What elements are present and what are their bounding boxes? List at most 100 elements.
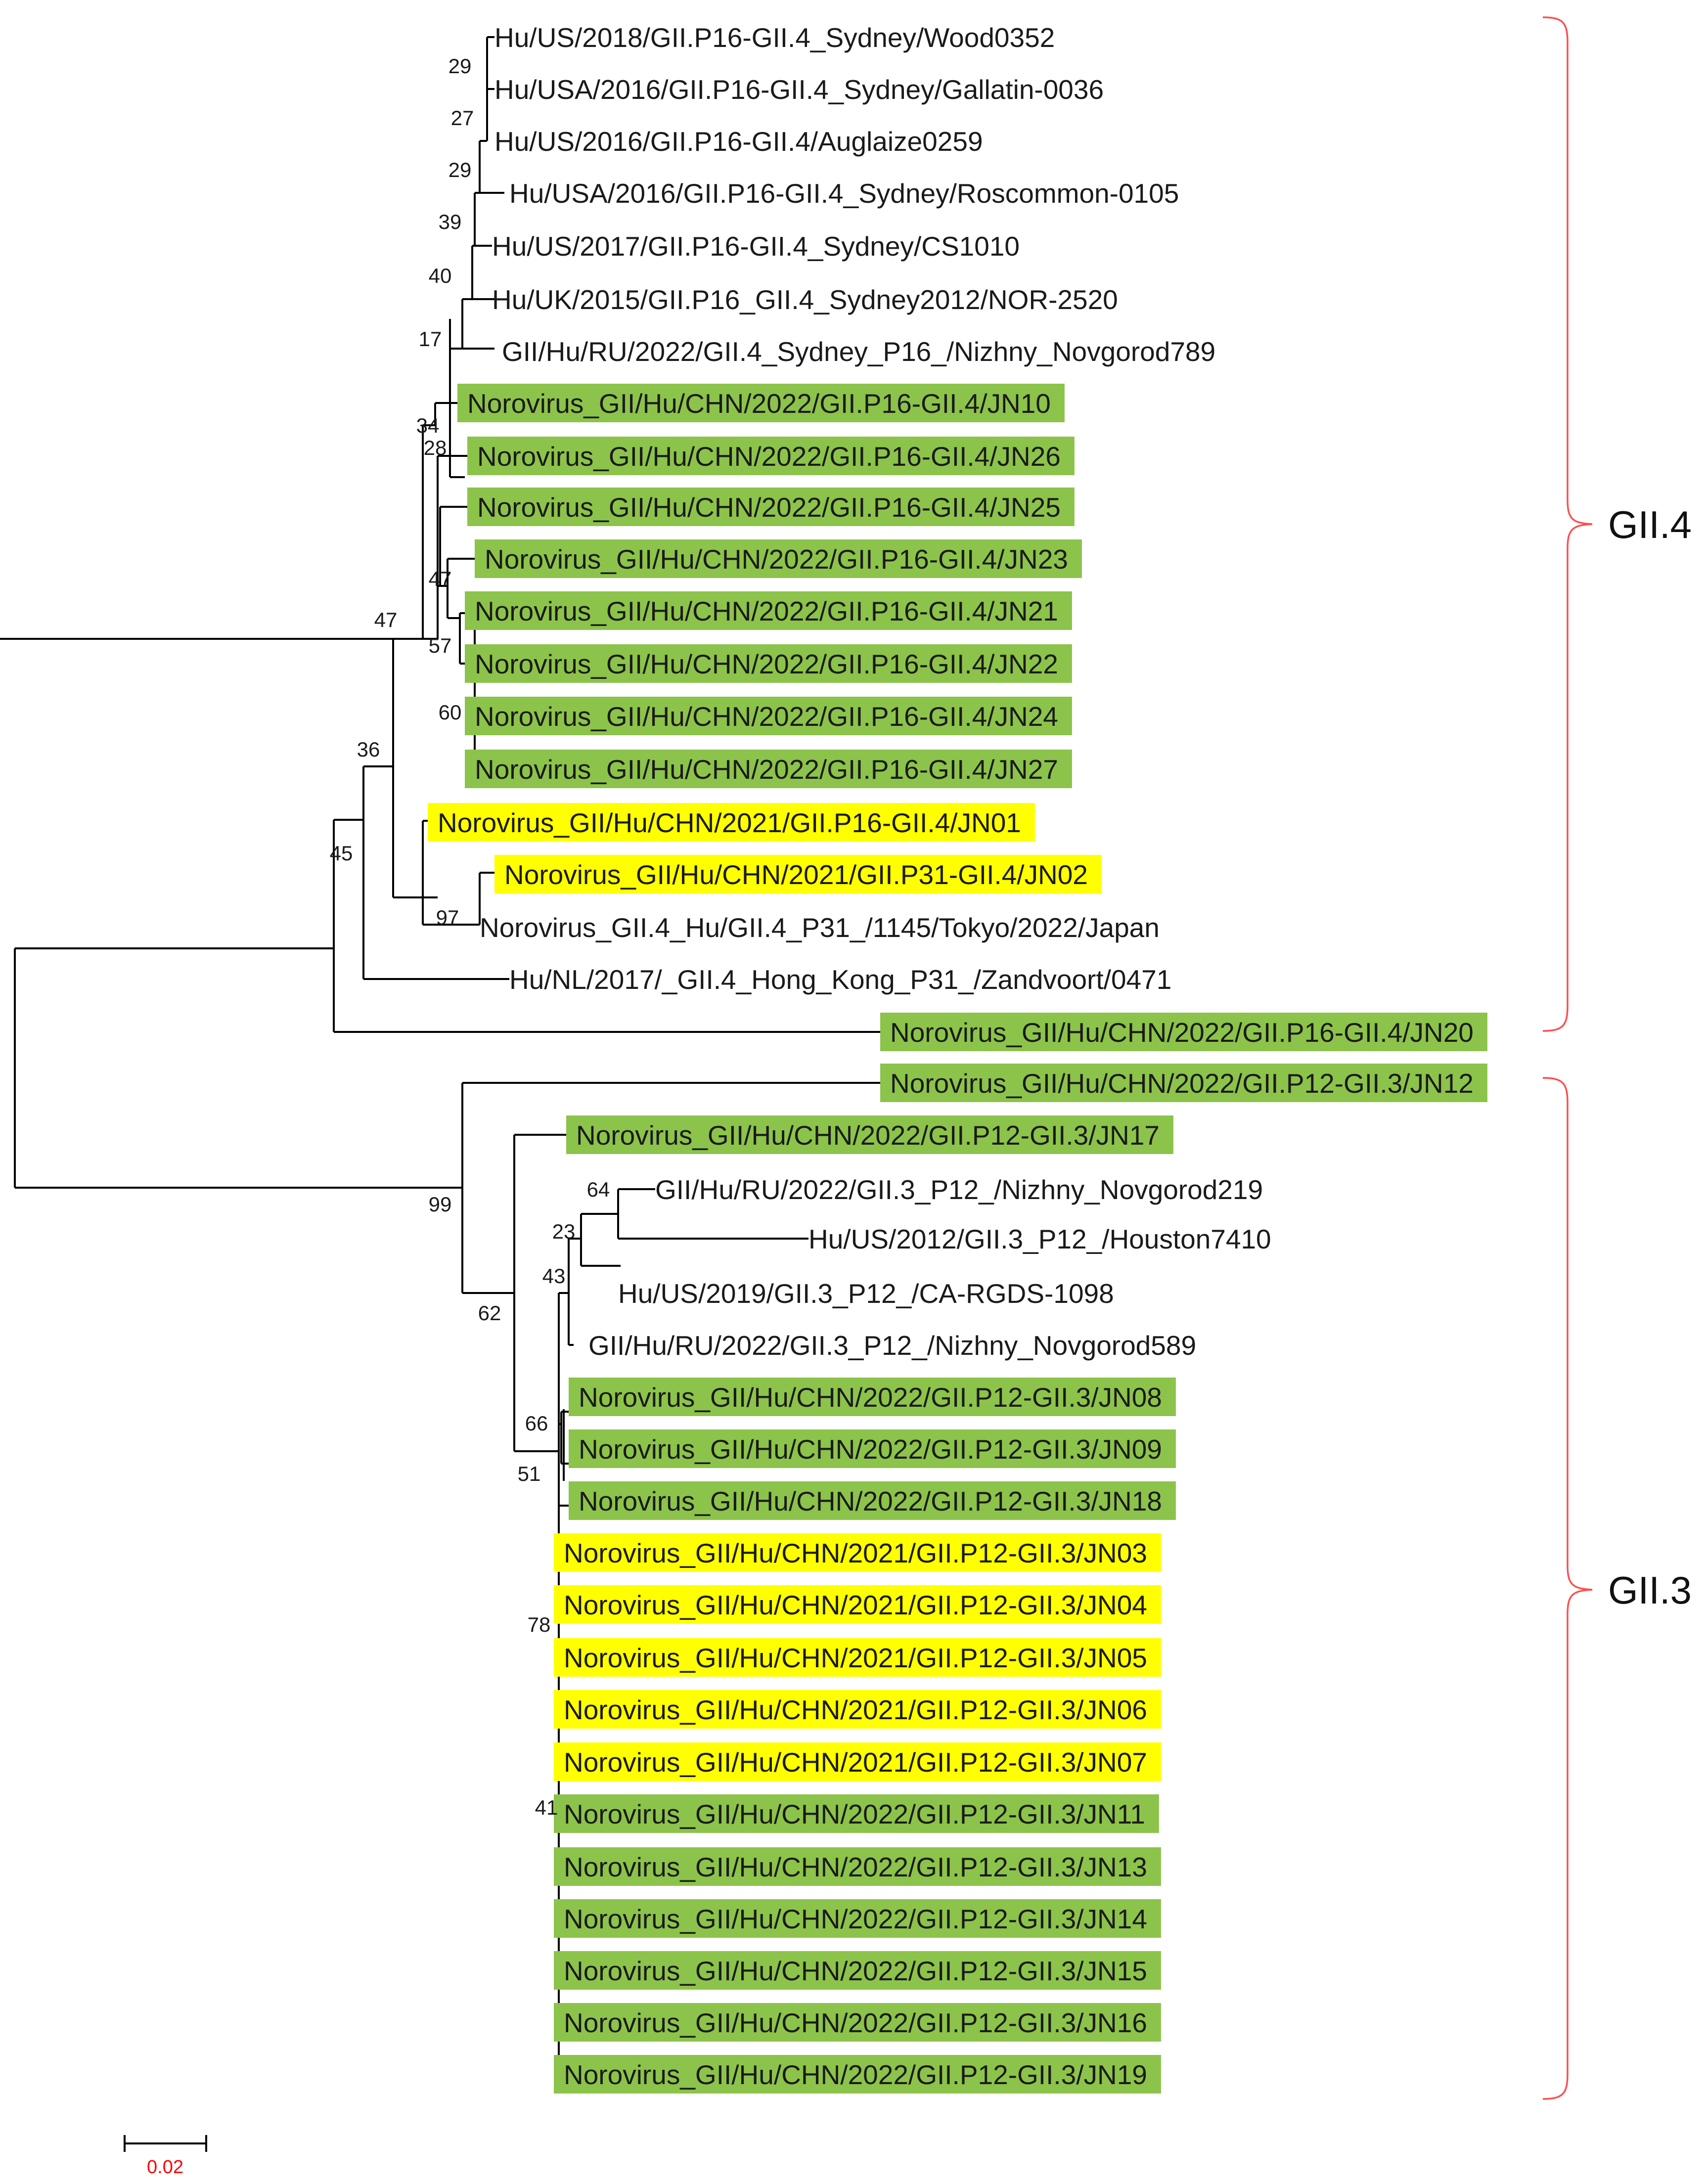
scale-bar-line	[124, 2135, 207, 2152]
leaf-label: Hu/UK/2015/GII.P16_GII.4_Sydney2012/NOR-…	[492, 284, 1118, 315]
bootstrap-value: 62	[478, 1301, 501, 1325]
leaf-label: Norovirus_GII/Hu/CHN/2021/GII.P12-GII.3/…	[564, 1747, 1147, 1778]
leaf-label: Norovirus_GII/Hu/CHN/2022/GII.P16-GII.4/…	[477, 492, 1061, 523]
leaf-label: GII/Hu/RU/2022/GII.3_P12_/Nizhny_Novgoro…	[655, 1174, 1263, 1205]
leaf-highlight-yellow	[494, 855, 1102, 893]
leaf-label: Norovirus_GII/Hu/CHN/2022/GII.P12-GII.3/…	[890, 1068, 1474, 1099]
leaf-highlight-yellow	[554, 1638, 1161, 1677]
bootstrap-value: 60	[439, 701, 462, 724]
leaf-label: Norovirus_GII/Hu/CHN/2022/GII.P12-GII.3/…	[576, 1120, 1160, 1151]
leaf-highlight-yellow	[428, 803, 1035, 842]
clade-label-gii4: GII.4	[1608, 503, 1692, 546]
leaf-label: Hu/USA/2016/GII.P16-GII.4_Sydney/Roscomm…	[509, 178, 1179, 209]
leaf-label: Norovirus_GII/Hu/CHN/2022/GII.P12-GII.3/…	[579, 1434, 1162, 1465]
leaf-label: GII/Hu/RU/2022/GII.4_Sydney_P16_/Nizhny_…	[502, 336, 1215, 367]
leaf-highlight-green	[554, 2055, 1161, 2094]
bootstrap-value: 78	[528, 1613, 551, 1636]
bootstrap-value: 27	[451, 106, 474, 130]
leaf-highlight-green	[566, 1115, 1173, 1154]
leaf-label: Norovirus_GII/Hu/CHN/2021/GII.P12-GII.3/…	[564, 1590, 1147, 1620]
leaf-label: Norovirus_GII/Hu/CHN/2021/GII.P12-GII.3/…	[564, 1694, 1147, 1725]
leaf-highlight-green	[880, 1013, 1487, 1051]
leaf-label: Norovirus_GII/Hu/CHN/2022/GII.P16-GII.4/…	[475, 701, 1058, 732]
leaf-highlight-yellow	[554, 1742, 1161, 1781]
bootstrap-value: 51	[518, 1462, 541, 1485]
bootstrap-value: 29	[449, 158, 472, 181]
leaf-highlight-green	[465, 697, 1072, 735]
leaf-highlight-green	[475, 539, 1082, 578]
clade-bracket-gii4	[1542, 16, 1593, 1032]
leaf-label: Norovirus_GII/Hu/CHN/2022/GII.P16-GII.4/…	[477, 441, 1061, 472]
leaf-label: Norovirus_GII.4_Hu/GII.4_P31_/1145/Tokyo…	[480, 912, 1160, 943]
clade-label-gii3: GII.3	[1608, 1568, 1692, 1612]
leaf-label: Norovirus_GII/Hu/CHN/2022/GII.P12-GII.3/…	[564, 1852, 1147, 1882]
leaf-highlight-yellow	[554, 1690, 1161, 1729]
bootstrap-value: 45	[330, 842, 353, 865]
leaf-label: Hu/US/2017/GII.P16-GII.4_Sydney/CS1010	[492, 231, 1020, 262]
leaf-label: Hu/US/2016/GII.P16-GII.4/Auglaize0259	[494, 126, 983, 157]
clade-bracket-gii3	[1542, 1077, 1593, 2100]
leaf-highlight-green	[569, 1378, 1176, 1416]
bootstrap-value: 40	[429, 264, 452, 287]
leaf-label: Norovirus_GII/Hu/CHN/2022/GII.P16-GII.4/…	[475, 596, 1058, 626]
bootstrap-value: 47	[374, 608, 398, 631]
bootstrap-value: 64	[587, 1178, 610, 1201]
leaf-highlight-yellow	[554, 1585, 1161, 1624]
leaf-label: Norovirus_GII/Hu/CHN/2021/GII.P31-GII.4/…	[504, 859, 1088, 890]
bootstrap-value: 57	[429, 634, 452, 657]
leaf-highlight-green	[554, 1899, 1161, 1938]
leaf-label: Norovirus_GII/Hu/CHN/2021/GII.P12-GII.3/…	[564, 1538, 1147, 1568]
bootstrap-value: 99	[429, 1193, 452, 1216]
leaf-label: Hu/USA/2016/GII.P16-GII.4_Sydney/Gallati…	[494, 74, 1104, 105]
leaf-label: Norovirus_GII/Hu/CHN/2022/GII.P16-GII.4/…	[475, 649, 1058, 679]
leaf-label: Hu/US/2012/GII.3_P12_/Houston7410	[808, 1224, 1271, 1254]
scale-bar-label: 0.02	[147, 2157, 183, 2178]
leaf-label: Norovirus_GII/Hu/CHN/2022/GII.P12-GII.3/…	[564, 1904, 1147, 1934]
leaf-label: Norovirus_GII/Hu/CHN/2022/GII.P16-GII.4/…	[475, 754, 1058, 785]
bootstrap-value: 66	[525, 1412, 548, 1435]
bootstrap-value: 41	[535, 1796, 558, 1819]
bootstrap-value: 36	[357, 738, 380, 761]
leaf-highlight-green	[465, 750, 1072, 788]
leaf-label: Norovirus_GII/Hu/CHN/2022/GII.P16-GII.4/…	[467, 388, 1051, 419]
bootstrap-value: 39	[439, 210, 462, 233]
leaf-labels: Hu/US/2018/GII.P16-GII.4_Sydney/Wood0352…	[438, 22, 1474, 2090]
leaf-highlight-yellow	[554, 1533, 1161, 1572]
bootstrap-value: 29	[449, 54, 472, 78]
bootstrap-value: 97	[436, 906, 459, 929]
scale-bar: 0.02	[124, 2135, 207, 2178]
leaf-highlight-green	[467, 488, 1075, 526]
leaf-label: GII/Hu/RU/2022/GII.3_P12_/Nizhny_Novgoro…	[588, 1330, 1196, 1361]
bootstrap-value: 34	[416, 414, 440, 437]
leaf-highlight-green	[465, 644, 1072, 683]
leaf-highlight-green	[880, 1064, 1487, 1102]
leaf-label: Norovirus_GII/Hu/CHN/2022/GII.P12-GII.3/…	[564, 1956, 1147, 1986]
leaf-highlight-green	[554, 1951, 1161, 1990]
leaf-label: Norovirus_GII/Hu/CHN/2021/GII.P12-GII.3/…	[564, 1643, 1147, 1673]
leaf-label: Norovirus_GII/Hu/CHN/2022/GII.P16-GII.4/…	[485, 544, 1068, 575]
leaf-highlight-green	[569, 1429, 1176, 1468]
leaf-highlight-green	[554, 1847, 1161, 1886]
leaf-label: Norovirus_GII/Hu/CHN/2022/GII.P12-GII.3/…	[579, 1382, 1162, 1413]
clade-brackets: GII.4 GII.3	[1542, 16, 1692, 2100]
bootstrap-value: 28	[424, 436, 447, 459]
bootstrap-value: 17	[419, 327, 442, 351]
bootstrap-value: 23	[552, 1220, 576, 1243]
leaf-highlight-green	[465, 591, 1072, 630]
leaf-label: Norovirus_GII/Hu/CHN/2022/GII.P12-GII.3/…	[564, 2007, 1147, 2038]
leaf-label: Norovirus_GII/Hu/CHN/2022/GII.P16-GII.4/…	[890, 1017, 1474, 1048]
leaf-label: Norovirus_GII/Hu/CHN/2021/GII.P16-GII.4/…	[438, 807, 1021, 838]
leaf-label: Hu/US/2019/GII.3_P12_/CA-RGDS-1098	[618, 1278, 1114, 1309]
bootstrap-value: 47	[429, 567, 452, 590]
leaf-label: Hu/NL/2017/_GII.4_Hong_Kong_P31_/Zandvoo…	[509, 964, 1171, 995]
leaf-highlight-green	[569, 1481, 1176, 1520]
bootstrap-value: 43	[542, 1264, 566, 1288]
leaf-highlight-green	[554, 1794, 1159, 1833]
leaf-highlight-green	[554, 2003, 1161, 2042]
leaf-label: Norovirus_GII/Hu/CHN/2022/GII.P12-GII.3/…	[579, 1486, 1162, 1516]
leaf-label: Norovirus_GII/Hu/CHN/2022/GII.P12-GII.3/…	[564, 2059, 1147, 2090]
leaf-highlight-green	[467, 437, 1075, 475]
leaf-highlight-green	[457, 384, 1065, 422]
